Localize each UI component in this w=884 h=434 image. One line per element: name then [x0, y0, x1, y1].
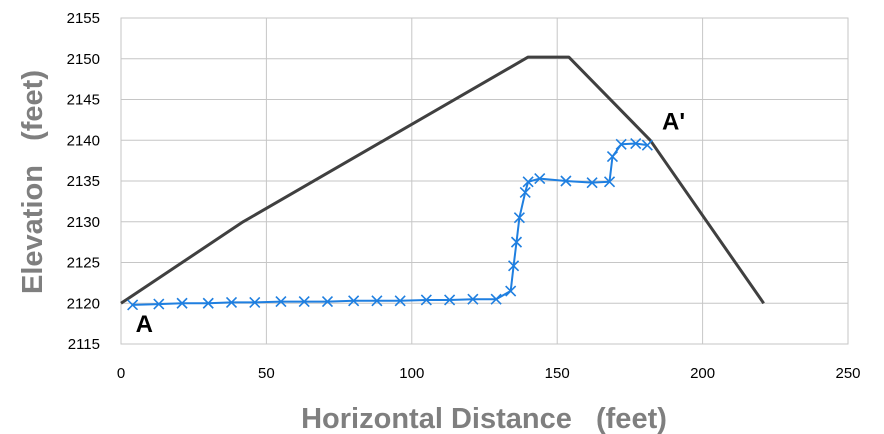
- x-tick-label-0: 0: [117, 365, 125, 382]
- series-1-marker-25: [603, 176, 616, 188]
- series-1-marker-16: [505, 285, 517, 297]
- series-1-marker-6: [275, 296, 287, 308]
- y-tick-label-6: 2145: [67, 92, 100, 109]
- y-tick-label-2: 2125: [67, 255, 100, 272]
- series-1-marker-14: [467, 293, 479, 305]
- series-1: [127, 137, 653, 311]
- series-0-line: [120, 55, 765, 305]
- series-1-marker-13: [444, 294, 456, 306]
- series-1-marker-18: [510, 236, 523, 248]
- series-1-marker-17: [508, 260, 520, 272]
- series-1-marker-29: [641, 139, 653, 151]
- series-1-marker-3: [202, 297, 214, 309]
- x-tick-label-2: 100: [399, 365, 424, 382]
- series-1-marker-15: [490, 293, 502, 305]
- x-axis-title: Horizontal Distance (feet): [301, 403, 667, 434]
- series-1-marker-27: [615, 138, 627, 150]
- y-axis-title: Elevation (feet): [17, 70, 49, 294]
- y-tick-label-7: 2150: [67, 51, 100, 68]
- y-tick-label-4: 2135: [67, 173, 100, 190]
- series-1-marker-28: [630, 137, 642, 150]
- series-1-marker-20: [519, 186, 531, 198]
- series-1-marker-7: [298, 296, 310, 308]
- series-1-marker-4: [225, 296, 238, 309]
- x-tick-label-4: 200: [690, 365, 715, 382]
- series-1-marker-10: [371, 295, 383, 307]
- series-1-marker-21: [522, 176, 534, 188]
- y-tick-label-1: 2120: [67, 295, 100, 312]
- series-1-line: [132, 142, 648, 306]
- tick-layer: 0 50 100 150 200 250 2115 2120 2125 2130 2135 2140 2…: [67, 10, 861, 382]
- series-1-marker-22: [534, 172, 546, 185]
- annotation-label-0: A: [136, 311, 153, 338]
- series-1-marker-1: [153, 298, 165, 310]
- series-1-marker-26: [606, 150, 619, 163]
- annotation-bg-0: [132, 309, 157, 338]
- series-1-marker-12: [420, 294, 432, 306]
- series-1-marker-8: [321, 296, 334, 308]
- series-0: [120, 55, 765, 305]
- plot-area-border: [120, 17, 849, 345]
- y-tick-label-3: 2130: [67, 214, 100, 231]
- series-1-marker-9: [348, 295, 360, 307]
- series-1-marker-19: [513, 212, 525, 224]
- series-1-marker-0: [127, 299, 139, 311]
- annotation-bg-1: [656, 107, 691, 136]
- annotation-label-1: A': [662, 109, 685, 136]
- series-1-marker-24: [586, 177, 598, 189]
- series-1-marker-23: [560, 175, 572, 187]
- grid-layer: [120, 17, 849, 345]
- y-tick-label-5: 2140: [67, 132, 100, 149]
- series-layer: [120, 55, 765, 311]
- y-tick-label-0: 2115: [68, 336, 100, 353]
- y-tick-label-8: 2155: [67, 10, 100, 27]
- x-tick-label-5: 250: [835, 365, 860, 382]
- series-1-marker-2: [176, 297, 188, 309]
- x-tick-label-3: 150: [545, 365, 570, 382]
- x-tick-label-1: 50: [258, 365, 275, 382]
- series-1-marker-11: [394, 295, 406, 307]
- annotation-layer: A A': [132, 107, 691, 338]
- series-1-marker-5: [249, 296, 261, 309]
